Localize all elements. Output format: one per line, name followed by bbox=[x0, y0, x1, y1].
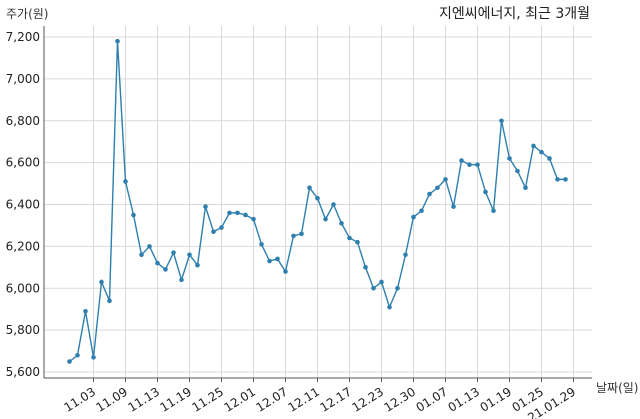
y-tick-label: 7,200 bbox=[6, 30, 40, 44]
data-point bbox=[315, 195, 320, 201]
data-point bbox=[163, 267, 168, 272]
data-point bbox=[427, 191, 432, 197]
data-point bbox=[155, 260, 160, 266]
price-series bbox=[67, 38, 568, 364]
data-point bbox=[339, 221, 344, 226]
data-point bbox=[195, 262, 200, 268]
y-tick-label: 6,000 bbox=[6, 281, 40, 295]
x-tick-label: 12.17 bbox=[318, 385, 355, 415]
data-point bbox=[395, 285, 400, 291]
data-point bbox=[227, 210, 232, 216]
data-point bbox=[419, 208, 424, 214]
data-point bbox=[515, 168, 520, 174]
data-point bbox=[347, 235, 352, 241]
data-point bbox=[507, 156, 512, 161]
x-tick-label: 12.11 bbox=[286, 385, 323, 415]
x-tick-label: 12.07 bbox=[254, 385, 291, 415]
data-point bbox=[147, 244, 152, 249]
x-tick-label: 11.19 bbox=[158, 385, 195, 415]
data-point bbox=[123, 179, 128, 184]
data-point bbox=[67, 359, 72, 364]
data-point bbox=[267, 258, 272, 264]
y-tick-label: 5,800 bbox=[6, 323, 40, 337]
y-tick-label: 6,600 bbox=[6, 156, 40, 170]
x-axis-ticks: 11.0311.0911.1311.1911.2512.0112.0712.11… bbox=[62, 385, 579, 419]
y-axis-label: 주가(원) bbox=[6, 7, 48, 21]
data-point bbox=[91, 355, 96, 360]
data-point bbox=[139, 252, 144, 258]
data-point bbox=[563, 177, 568, 182]
x-axis-label: 날짜(일) bbox=[596, 381, 638, 395]
data-point bbox=[467, 162, 472, 168]
data-point bbox=[491, 208, 496, 214]
y-tick-label: 7,000 bbox=[6, 72, 40, 86]
data-point bbox=[107, 298, 112, 304]
data-point bbox=[211, 229, 216, 235]
data-point bbox=[531, 143, 536, 149]
data-point bbox=[483, 189, 488, 195]
x-tick-label: 11.13 bbox=[126, 385, 163, 415]
y-tick-label: 6,200 bbox=[6, 239, 40, 253]
data-point bbox=[259, 241, 264, 247]
data-point bbox=[307, 185, 312, 191]
data-point bbox=[539, 149, 544, 155]
data-point bbox=[235, 210, 240, 216]
data-point bbox=[387, 304, 392, 310]
data-point bbox=[547, 156, 552, 161]
x-tick-label: 12.23 bbox=[350, 385, 387, 415]
y-tick-label: 6,800 bbox=[6, 114, 40, 128]
data-point bbox=[355, 239, 360, 245]
data-point bbox=[219, 225, 224, 230]
x-tick-label: 11.25 bbox=[190, 385, 227, 415]
data-point bbox=[251, 216, 256, 222]
data-point bbox=[499, 118, 504, 124]
data-point bbox=[115, 38, 120, 44]
data-point bbox=[291, 233, 296, 239]
x-tick-label: 01.07 bbox=[414, 385, 451, 415]
data-point bbox=[523, 185, 528, 191]
data-point bbox=[459, 158, 464, 163]
data-point bbox=[83, 308, 88, 314]
data-point bbox=[75, 352, 80, 358]
chart-title: 지엔씨에너지, 최근 3개월 bbox=[439, 6, 590, 22]
y-tick-label: 6,400 bbox=[6, 198, 40, 212]
grid-lines bbox=[44, 26, 592, 378]
x-tick-label: 01.19 bbox=[478, 385, 515, 415]
y-axis-ticks: 5,600 5,800 6,000 6,200 6,400 6,600 6,800 7,000… bbox=[6, 30, 40, 379]
data-point bbox=[99, 279, 104, 285]
data-point bbox=[323, 216, 328, 222]
data-point bbox=[171, 250, 176, 255]
data-point bbox=[435, 185, 440, 191]
data-point bbox=[203, 204, 208, 209]
data-point bbox=[179, 277, 184, 283]
x-tick-label: 11.09 bbox=[94, 385, 131, 415]
data-point bbox=[363, 265, 368, 270]
data-point bbox=[187, 252, 192, 258]
data-point bbox=[451, 204, 456, 209]
x-tick-label: 12.01 bbox=[222, 385, 259, 415]
data-point bbox=[331, 202, 336, 207]
data-point bbox=[411, 214, 416, 220]
y-tick-label: 5,600 bbox=[6, 365, 40, 379]
data-point bbox=[283, 269, 288, 274]
data-point bbox=[555, 177, 560, 182]
data-point bbox=[371, 285, 376, 291]
x-tick-label: 12.30 bbox=[382, 385, 419, 415]
data-point bbox=[131, 212, 136, 218]
data-point bbox=[243, 212, 248, 218]
x-tick-label: 01.13 bbox=[446, 385, 483, 415]
data-point bbox=[403, 252, 408, 258]
data-point bbox=[275, 256, 280, 262]
x-tick-label: 11.03 bbox=[62, 385, 99, 415]
data-point bbox=[475, 162, 480, 168]
data-point bbox=[299, 231, 304, 237]
axes bbox=[43, 26, 592, 382]
data-point bbox=[379, 279, 384, 285]
data-point bbox=[443, 177, 448, 182]
